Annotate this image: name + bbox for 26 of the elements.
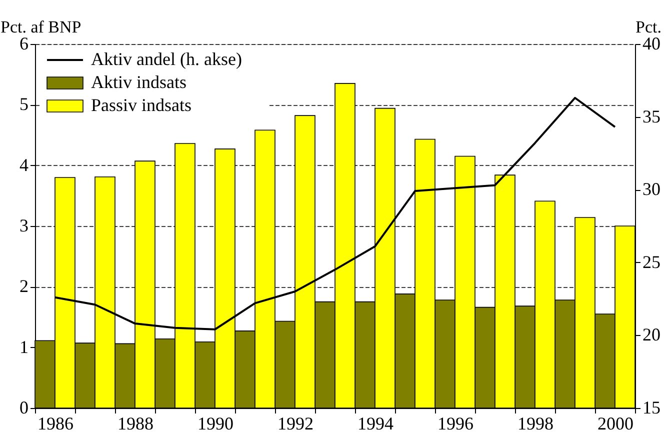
y-tick-label: 1 xyxy=(20,336,28,357)
legend-label: Aktiv indsats xyxy=(91,72,187,92)
y-axis-title: Pct. af BNP xyxy=(0,18,82,36)
legend-label: Aktiv andel (h. akse) xyxy=(91,49,242,69)
y-tick-label: 6 xyxy=(20,34,28,54)
y-tick-label: 5 xyxy=(20,94,28,114)
y2-tick-label: 40 xyxy=(642,34,660,54)
x-tick-label: 2000 xyxy=(598,414,634,434)
y-tick-label: 2 xyxy=(20,276,28,296)
x-tick-label: 1994 xyxy=(358,414,394,434)
x-tick-label: 1996 xyxy=(438,414,474,434)
x-tick-label: 1998 xyxy=(518,414,554,434)
y2-tick-label: 25 xyxy=(642,252,660,272)
y-tick-label: 0 xyxy=(20,398,28,418)
legend-label: Passiv indsats xyxy=(91,95,192,115)
y2-tick-label: 20 xyxy=(642,324,660,345)
x-tick-label: 1988 xyxy=(118,414,154,434)
y-tick-label: 4 xyxy=(20,154,28,175)
y2-tick-label: 35 xyxy=(642,106,660,126)
x-tick-label: 1990 xyxy=(198,414,234,434)
y2-tick-label: 15 xyxy=(642,398,660,418)
x-tick-label: 1992 xyxy=(278,414,314,434)
y-tick-label: 3 xyxy=(20,216,28,236)
x-tick-label: 1986 xyxy=(38,414,74,434)
y2-tick-label: 30 xyxy=(642,179,660,200)
y2-axis-title: Pct. xyxy=(636,18,662,36)
